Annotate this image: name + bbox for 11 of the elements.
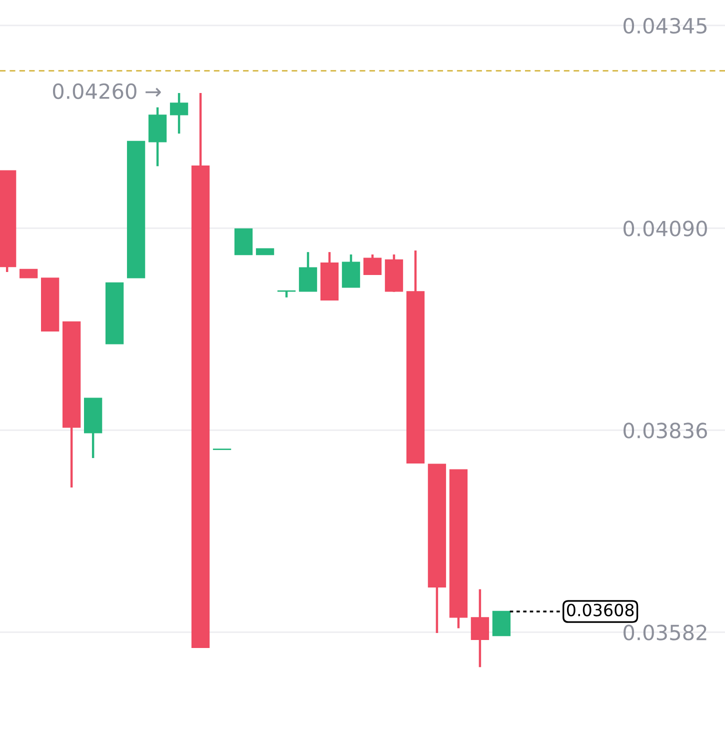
candlestick <box>363 253 382 276</box>
y-tick-label: 0.03836 <box>624 422 708 438</box>
ref-line-label: 0.03608 <box>566 604 634 616</box>
y-tick-label: 0.04090 <box>624 220 707 236</box>
annotation: 0.04260 → <box>52 83 161 100</box>
y-tick-label: 0.03582 <box>624 624 706 640</box>
candlestick <box>470 588 490 668</box>
candlestick <box>492 610 511 636</box>
candlestick <box>170 92 188 135</box>
candlestick <box>298 250 318 292</box>
y-tick-label: 0.04345 <box>624 18 707 34</box>
